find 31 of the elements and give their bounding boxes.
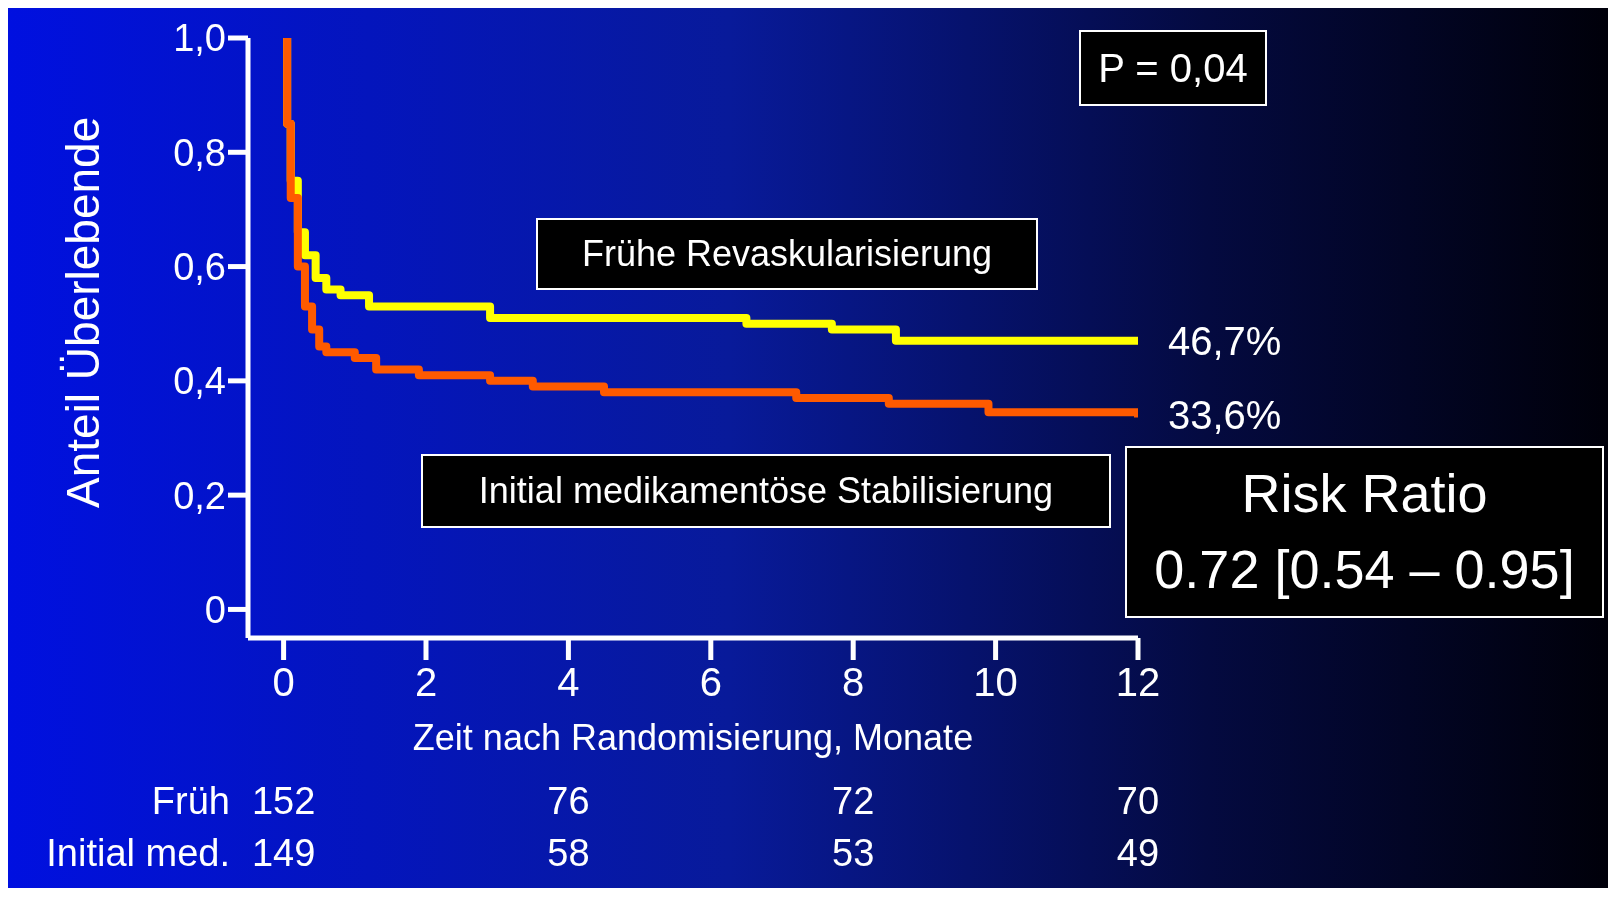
y-tick-label: 0,2	[173, 474, 226, 517]
y-tick-label: 0,6	[173, 246, 226, 289]
text: 152	[251, 779, 316, 824]
text-box: Risk Ratio 0.72 [0.54 – 0.95]	[1125, 446, 1604, 618]
y-tick-label: 0	[204, 588, 226, 631]
text: Initial med.	[46, 831, 230, 876]
annotation: 46,7%	[1168, 318, 1282, 364]
x-tick-label: 8	[842, 660, 865, 705]
x-tick-label: 10	[973, 660, 1018, 705]
y-axis-title: Anteil Überlebende	[57, 116, 110, 508]
y-tick-label: 0,4	[173, 360, 226, 403]
text: 76	[547, 779, 590, 824]
x-tick-label: 6	[699, 660, 722, 705]
text-box: P = 0,04	[1079, 30, 1267, 106]
x-tick-label: 2	[414, 660, 438, 705]
text: 72	[832, 779, 875, 824]
annotation: 33,6%	[1168, 393, 1282, 439]
y-tick-label: 1,0	[173, 17, 226, 60]
text: 149	[251, 831, 316, 876]
y-tick-label: 0,8	[173, 131, 226, 174]
x-axis-title: Zeit nach Randomisierung, Monate	[412, 717, 974, 758]
x-tick-label: 0	[272, 660, 295, 705]
text: 53	[832, 831, 875, 876]
x-tick-label: 12	[1115, 660, 1161, 705]
name-box: Initial medikamentöse Stabilisierung	[421, 454, 1111, 528]
x-tick-label: 4	[557, 660, 580, 705]
text: 70	[1116, 779, 1160, 824]
text: Früh	[151, 779, 230, 824]
name-box: Frühe Revaskularisierung	[536, 218, 1038, 290]
text: 49	[1116, 831, 1160, 876]
text: 58	[547, 831, 590, 876]
